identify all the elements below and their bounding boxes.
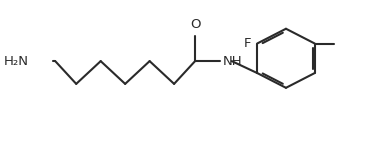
Text: F: F [243,37,251,50]
Text: O: O [190,18,200,31]
Text: H₂N: H₂N [4,55,29,68]
Text: NH: NH [223,55,243,68]
